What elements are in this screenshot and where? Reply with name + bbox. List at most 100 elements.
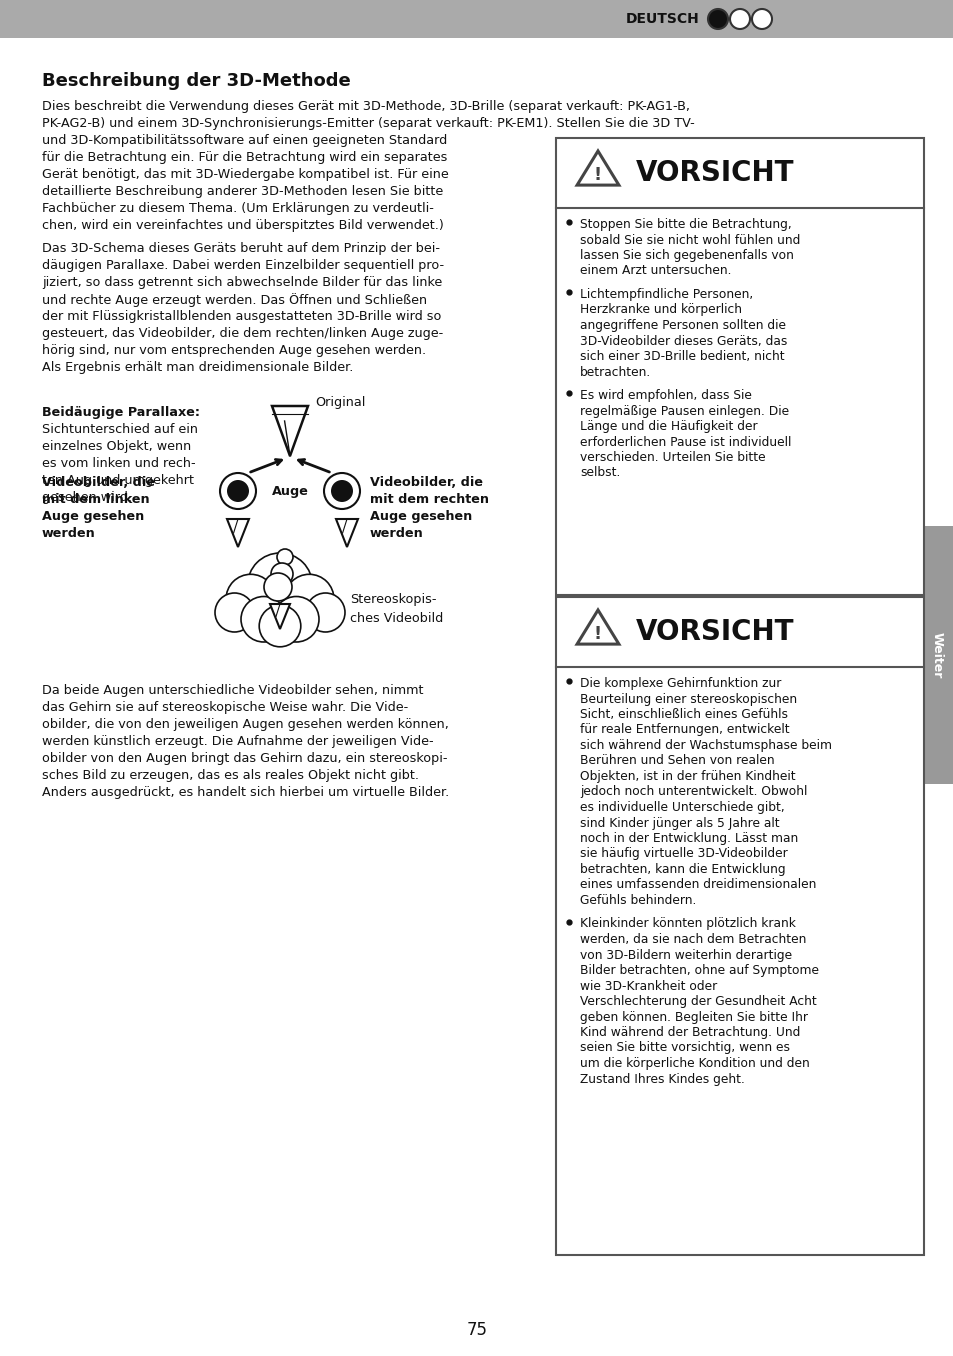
- Text: sie häufig virtuelle 3D-Videobilder: sie häufig virtuelle 3D-Videobilder: [579, 848, 787, 861]
- Circle shape: [247, 553, 313, 618]
- Text: Sicht, einschließlich eines Gefühls: Sicht, einschließlich eines Gefühls: [579, 708, 787, 721]
- Text: verschieden. Urteilen Sie bitte: verschieden. Urteilen Sie bitte: [579, 452, 765, 464]
- Text: noch in der Entwicklung. Lässt man: noch in der Entwicklung. Lässt man: [579, 833, 798, 845]
- Bar: [556, 597, 923, 1256]
- Text: Beidäugige Parallaxe:: Beidäugige Parallaxe:: [42, 405, 200, 419]
- Text: und rechte Auge erzeugt werden. Das Öffnen und Schließen: und rechte Auge erzeugt werden. Das Öffn…: [42, 293, 427, 306]
- Text: von 3D-Bildern weiterhin derartige: von 3D-Bildern weiterhin derartige: [579, 948, 791, 961]
- Text: detaillierte Beschreibung anderer 3D-Methoden lesen Sie bitte: detaillierte Beschreibung anderer 3D-Met…: [42, 184, 443, 198]
- Circle shape: [324, 473, 359, 508]
- Circle shape: [331, 480, 353, 502]
- Text: einem Arzt untersuchen.: einem Arzt untersuchen.: [579, 264, 731, 278]
- Text: Herzkranke und körperlich: Herzkranke und körperlich: [579, 304, 741, 316]
- Text: angegriffene Personen sollten die: angegriffene Personen sollten die: [579, 319, 785, 332]
- Text: hörig sind, nur vom entsprechenden Auge gesehen werden.: hörig sind, nur vom entsprechenden Auge …: [42, 344, 426, 357]
- Text: selbst.: selbst.: [579, 466, 619, 480]
- Polygon shape: [335, 519, 357, 546]
- Circle shape: [751, 9, 771, 28]
- Text: lassen Sie sich gegebenenfalls von: lassen Sie sich gegebenenfalls von: [579, 250, 793, 262]
- Text: Stereoskopis-
ches Videobild: Stereoskopis- ches Videobild: [350, 594, 443, 625]
- Circle shape: [276, 549, 293, 565]
- Text: Stoppen Sie bitte die Betrachtung,: Stoppen Sie bitte die Betrachtung,: [579, 218, 791, 231]
- Text: Lichtempfindliche Personen,: Lichtempfindliche Personen,: [579, 287, 753, 301]
- Text: Die komplexe Gehirnfunktion zur: Die komplexe Gehirnfunktion zur: [579, 677, 781, 690]
- Polygon shape: [272, 405, 308, 456]
- Text: sind Kinder jünger als 5 Jahre alt: sind Kinder jünger als 5 Jahre alt: [579, 816, 779, 830]
- Text: Das 3D-Schema dieses Geräts beruht auf dem Prinzip der bei-: Das 3D-Schema dieses Geräts beruht auf d…: [42, 241, 439, 255]
- Text: werden künstlich erzeugt. Die Aufnahme der jeweiligen Vide-: werden künstlich erzeugt. Die Aufnahme d…: [42, 735, 434, 749]
- Text: eines umfassenden dreidimensionalen: eines umfassenden dreidimensionalen: [579, 879, 816, 891]
- Text: seien Sie bitte vorsichtig, wenn es: seien Sie bitte vorsichtig, wenn es: [579, 1041, 789, 1055]
- Text: Original: Original: [314, 396, 365, 410]
- Text: Beurteilung einer stereoskopischen: Beurteilung einer stereoskopischen: [579, 693, 797, 705]
- Circle shape: [227, 480, 249, 502]
- Text: und 3D-Kompatibilitätssoftware auf einen geeigneten Standard: und 3D-Kompatibilitätssoftware auf einen…: [42, 134, 447, 146]
- Text: Anders ausgedrückt, es handelt sich hierbei um virtuelle Bilder.: Anders ausgedrückt, es handelt sich hier…: [42, 786, 449, 799]
- Circle shape: [707, 9, 727, 28]
- Text: VORSICHT: VORSICHT: [636, 159, 794, 187]
- Text: das Gehirn sie auf stereoskopische Weise wahr. Die Vide-: das Gehirn sie auf stereoskopische Weise…: [42, 701, 408, 715]
- Text: wie 3D-Krankheit oder: wie 3D-Krankheit oder: [579, 979, 717, 993]
- Text: Beschreibung der 3D-Methode: Beschreibung der 3D-Methode: [42, 72, 351, 89]
- Text: Fachbücher zu diesem Thema. (Um Erklärungen zu verdeutli-: Fachbücher zu diesem Thema. (Um Erklärun…: [42, 202, 434, 216]
- Bar: [556, 138, 923, 595]
- Circle shape: [306, 593, 345, 632]
- Text: däugigen Parallaxe. Dabei werden Einzelbilder sequentiell pro-: däugigen Parallaxe. Dabei werden Einzelb…: [42, 259, 444, 273]
- Text: sich einer 3D-Brille bedient, nicht: sich einer 3D-Brille bedient, nicht: [579, 350, 783, 363]
- Text: obilder, die von den jeweiligen Augen gesehen werden können,: obilder, die von den jeweiligen Augen ge…: [42, 717, 449, 731]
- Circle shape: [241, 597, 286, 641]
- Text: Es wird empfohlen, dass Sie: Es wird empfohlen, dass Sie: [579, 389, 751, 401]
- Circle shape: [264, 574, 292, 601]
- Circle shape: [729, 9, 749, 28]
- Text: betrachten, kann die Entwicklung: betrachten, kann die Entwicklung: [579, 862, 785, 876]
- Text: sches Bild zu erzeugen, das es als reales Objekt nicht gibt.: sches Bild zu erzeugen, das es als reale…: [42, 769, 418, 782]
- Text: werden, da sie nach dem Betrachten: werden, da sie nach dem Betrachten: [579, 933, 805, 946]
- Text: für reale Entfernungen, entwickelt: für reale Entfernungen, entwickelt: [579, 724, 789, 736]
- Text: jiziert, so dass getrennt sich abwechselnde Bilder für das linke: jiziert, so dass getrennt sich abwechsel…: [42, 277, 442, 289]
- Circle shape: [284, 575, 334, 624]
- Text: geben können. Begleiten Sie bitte Ihr: geben können. Begleiten Sie bitte Ihr: [579, 1010, 807, 1024]
- Text: der mit Flüssigkristallblenden ausgestatteten 3D-Brille wird so: der mit Flüssigkristallblenden ausgestat…: [42, 311, 441, 323]
- Text: obilder von den Augen bringt das Gehirn dazu, ein stereoskopi-: obilder von den Augen bringt das Gehirn …: [42, 753, 447, 765]
- Text: Kind während der Betrachtung. Und: Kind während der Betrachtung. Und: [579, 1026, 800, 1039]
- Text: Zustand Ihres Kindes geht.: Zustand Ihres Kindes geht.: [579, 1073, 744, 1086]
- Text: einzelnes Objekt, wenn: einzelnes Objekt, wenn: [42, 439, 191, 453]
- Text: Gefühls behindern.: Gefühls behindern.: [579, 894, 696, 907]
- Text: betrachten.: betrachten.: [579, 366, 651, 378]
- Text: regelmäßige Pausen einlegen. Die: regelmäßige Pausen einlegen. Die: [579, 404, 788, 418]
- Text: !: !: [594, 167, 601, 184]
- Polygon shape: [577, 151, 618, 186]
- Circle shape: [271, 563, 293, 584]
- Circle shape: [214, 593, 253, 632]
- Text: es individuelle Unterschiede gibt,: es individuelle Unterschiede gibt,: [579, 801, 784, 814]
- Text: Objekten, ist in der frühen Kindheit: Objekten, ist in der frühen Kindheit: [579, 770, 795, 782]
- Text: Verschlechterung der Gesundheit Acht: Verschlechterung der Gesundheit Acht: [579, 995, 816, 1008]
- Text: Da beide Augen unterschiedliche Videobilder sehen, nimmt: Da beide Augen unterschiedliche Videobil…: [42, 683, 423, 697]
- Text: Auge: Auge: [272, 484, 308, 498]
- Text: ten Aug und umgekehrt: ten Aug und umgekehrt: [42, 475, 193, 487]
- Text: !: !: [594, 625, 601, 643]
- Text: chen, wird ein vereinfachtes und überspitztes Bild verwendet.): chen, wird ein vereinfachtes und überspi…: [42, 220, 443, 232]
- Bar: [0, 0, 953, 38]
- Text: sobald Sie sie nicht wohl fühlen und: sobald Sie sie nicht wohl fühlen und: [579, 233, 800, 247]
- FancyBboxPatch shape: [915, 526, 953, 784]
- Text: Weiter: Weiter: [929, 632, 943, 678]
- Text: Dies beschreibt die Verwendung dieses Gerät mit 3D-Methode, 3D-Brille (separat v: Dies beschreibt die Verwendung dieses Ge…: [42, 100, 689, 113]
- Text: sich während der Wachstumsphase beim: sich während der Wachstumsphase beim: [579, 739, 831, 753]
- Text: um die körperliche Kondition und den: um die körperliche Kondition und den: [579, 1056, 809, 1070]
- Polygon shape: [227, 519, 249, 546]
- Text: Berühren und Sehen von realen: Berühren und Sehen von realen: [579, 754, 774, 767]
- Text: jedoch noch unterentwickelt. Obwohl: jedoch noch unterentwickelt. Obwohl: [579, 785, 806, 799]
- Text: 75: 75: [466, 1321, 487, 1338]
- Polygon shape: [270, 603, 290, 629]
- Text: Gerät benötigt, das mit 3D-Wiedergabe kompatibel ist. Für eine: Gerät benötigt, das mit 3D-Wiedergabe ko…: [42, 168, 448, 180]
- Text: 3D-Videobilder dieses Geräts, das: 3D-Videobilder dieses Geräts, das: [579, 335, 786, 347]
- Text: gesehen wird.: gesehen wird.: [42, 491, 132, 504]
- Text: Videobilder, die
mit dem rechten
Auge gesehen
werden: Videobilder, die mit dem rechten Auge ge…: [370, 476, 489, 540]
- Text: Sichtunterschied auf ein: Sichtunterschied auf ein: [42, 423, 198, 437]
- Circle shape: [220, 473, 255, 508]
- Circle shape: [226, 575, 275, 624]
- Circle shape: [274, 597, 318, 641]
- Text: Länge und die Häufigkeit der: Länge und die Häufigkeit der: [579, 420, 757, 433]
- Text: Kleinkinder könnten plötzlich krank: Kleinkinder könnten plötzlich krank: [579, 918, 795, 930]
